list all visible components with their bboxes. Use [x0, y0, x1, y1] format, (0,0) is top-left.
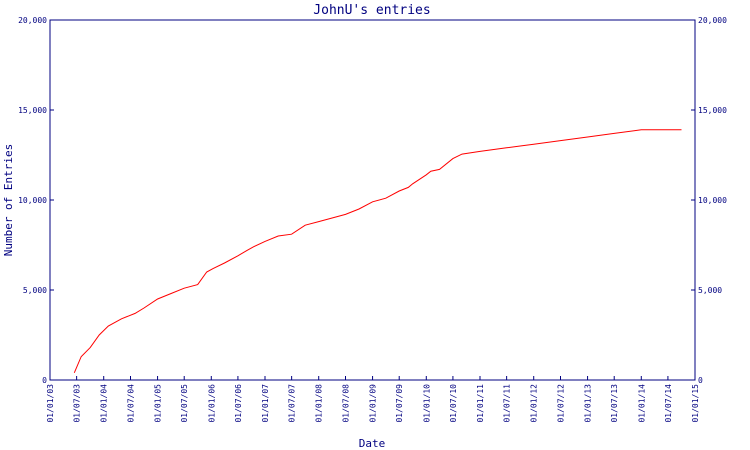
- x-tick-label: 01/07/08: [341, 384, 350, 423]
- y-tick-label-right: 10,000: [698, 196, 727, 205]
- x-tick-label: 01/01/09: [369, 384, 378, 423]
- y-tick-label-right: 15,000: [698, 106, 727, 115]
- y-tick-label-right: 5,000: [698, 286, 722, 295]
- x-tick-label: 01/01/07: [261, 384, 270, 423]
- x-tick-label: 01/07/07: [288, 384, 297, 423]
- plot-frame: [49, 19, 696, 381]
- y-axis-label: Number of Entries: [2, 144, 15, 257]
- x-tick-label: 01/01/04: [100, 384, 109, 423]
- x-tick-label: 01/07/05: [180, 384, 189, 423]
- chart-title: JohnU's entries: [313, 3, 430, 18]
- x-tick-label: 01/01/12: [530, 384, 539, 423]
- x-tick-label: 01/01/10: [422, 384, 431, 423]
- series-layer: [73, 129, 682, 373]
- x-tick-label: 01/07/10: [449, 384, 458, 423]
- y-tick-label-right: 20,000: [698, 16, 727, 25]
- x-tick-label: 01/07/03: [73, 384, 82, 423]
- x-tick-label: 01/01/03: [46, 384, 55, 423]
- x-tick-label: 01/01/14: [637, 384, 646, 423]
- x-tick-label: 01/07/12: [556, 384, 565, 423]
- x-tick-label: 01/01/11: [476, 384, 485, 423]
- y-tick-label-left: 15,000: [18, 106, 47, 115]
- x-tick-label: 01/01/05: [154, 384, 163, 423]
- x-tick-label: 01/07/04: [126, 384, 135, 423]
- y-tick-label-right: 0: [698, 376, 703, 385]
- x-tick-label: 01/01/13: [584, 384, 593, 423]
- x-tick-label: 01/07/14: [664, 384, 673, 423]
- x-tick-label: 01/07/13: [610, 384, 619, 423]
- x-tick-label: 01/01/06: [207, 384, 216, 423]
- axis-ticks: 0 0 5,000 5,000 10,000 10,000 15,000 15,000 20,0…: [18, 16, 727, 423]
- x-tick-label: 01/07/06: [234, 384, 243, 423]
- series-line: [73, 129, 682, 373]
- x-tick-label: 01/07/09: [395, 384, 404, 423]
- x-axis-label: Date: [359, 437, 386, 450]
- y-tick-label-left: 10,000: [18, 196, 47, 205]
- x-tick-label: 01/01/08: [315, 384, 324, 423]
- x-tick-label: 01/01/15: [691, 384, 700, 423]
- y-tick-label-left: 20,000: [18, 16, 47, 25]
- y-tick-label-left: 0: [42, 376, 47, 385]
- x-tick-label: 01/07/11: [503, 384, 512, 423]
- y-tick-label-left: 5,000: [23, 286, 47, 295]
